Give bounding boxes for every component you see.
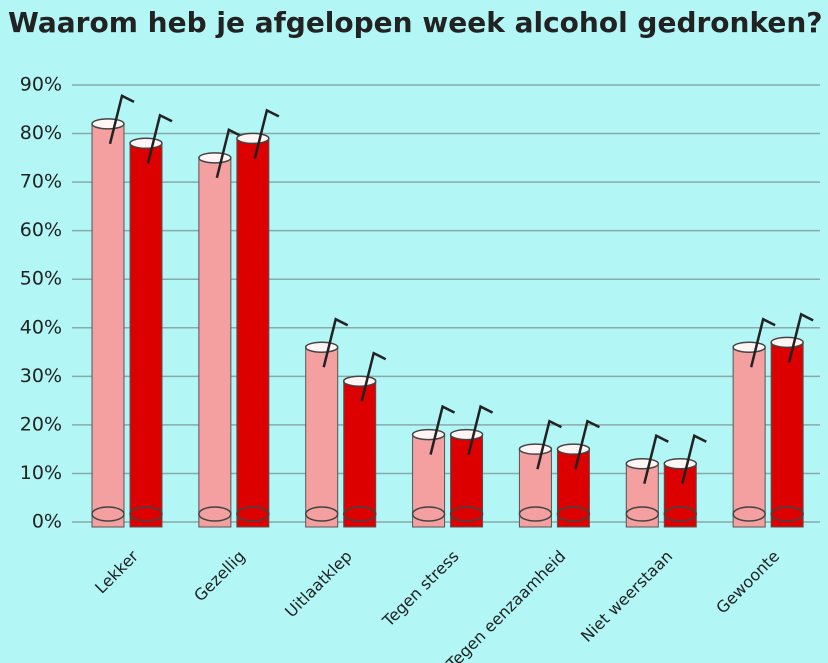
glass-bottom: [663, 506, 698, 522]
bar: [236, 137, 270, 528]
straw: [467, 404, 494, 455]
glass-rim: [663, 457, 698, 470]
straw: [574, 419, 600, 470]
bar: [305, 346, 339, 528]
glass: [129, 113, 173, 528]
glass: [663, 433, 707, 528]
glass-rim: [236, 132, 270, 145]
straw: [253, 108, 280, 159]
glass-bottom: [518, 506, 553, 522]
straw: [429, 404, 456, 455]
glass-rim: [449, 428, 484, 441]
glass-rim: [732, 341, 766, 353]
glass-bottom: [411, 506, 446, 522]
y-tick-label: 20%: [20, 413, 62, 435]
glass-rim: [91, 118, 125, 130]
glass-bottom: [732, 506, 766, 522]
straw: [108, 94, 135, 145]
bar: [450, 434, 484, 528]
bar: [770, 341, 804, 528]
chart-title: Waarom heb je afgelopen week alcohol ged…: [8, 6, 823, 39]
y-tick-label: 0%: [32, 511, 62, 533]
glass-bottom: [449, 506, 484, 522]
glass: [770, 312, 814, 528]
y-tick-label: 40%: [20, 316, 62, 338]
glass-bottom: [556, 506, 591, 522]
y-tick-label: 70%: [20, 171, 62, 193]
glass-rim: [411, 428, 446, 441]
glass-rim: [304, 341, 339, 353]
glass-bottom: [198, 506, 232, 522]
glass-rim: [625, 457, 660, 470]
bar: [732, 346, 766, 528]
y-tick-label: 60%: [20, 219, 62, 241]
glass-bottom: [236, 506, 270, 522]
glass-rim: [129, 137, 163, 150]
bar: [663, 463, 697, 528]
straw: [749, 317, 776, 368]
glass: [198, 128, 242, 528]
glass: [732, 317, 776, 528]
glass-bottom: [625, 506, 660, 522]
glass-bottom: [304, 506, 339, 522]
bar: [129, 142, 163, 528]
straw: [215, 128, 242, 179]
bar: [91, 123, 125, 528]
straw: [360, 351, 387, 402]
glass: [625, 433, 669, 528]
glass: [342, 351, 387, 528]
glass: [236, 108, 280, 528]
straw: [681, 433, 707, 485]
straw: [787, 312, 814, 363]
bar: [343, 380, 377, 528]
bar: [412, 434, 446, 528]
straw: [146, 113, 173, 164]
straw: [322, 317, 349, 368]
glass-rim: [198, 152, 232, 164]
bar: [625, 463, 659, 528]
bar: [198, 157, 232, 528]
y-tick-label: 30%: [20, 365, 62, 387]
glass-rim: [770, 336, 804, 349]
glass-bottom: [91, 506, 125, 522]
glass-bottom: [342, 506, 377, 522]
y-tick-label: 10%: [20, 462, 62, 484]
glass: [411, 404, 456, 528]
glass: [449, 404, 494, 528]
y-tick-label: 50%: [20, 268, 62, 290]
glass-rim: [342, 375, 377, 387]
y-tick-label: 90%: [20, 74, 62, 96]
bar: [556, 448, 590, 528]
straw: [643, 433, 669, 485]
glass: [304, 317, 349, 528]
bar: [518, 448, 552, 528]
glass-bottom: [770, 506, 804, 522]
y-tick-label: 80%: [20, 122, 62, 144]
glass-bottom: [129, 506, 163, 522]
glass: [91, 94, 135, 528]
glass: [518, 419, 562, 528]
straw: [536, 419, 562, 470]
glass-rim: [518, 443, 553, 455]
glass-rim: [556, 443, 591, 455]
glass: [556, 419, 600, 528]
